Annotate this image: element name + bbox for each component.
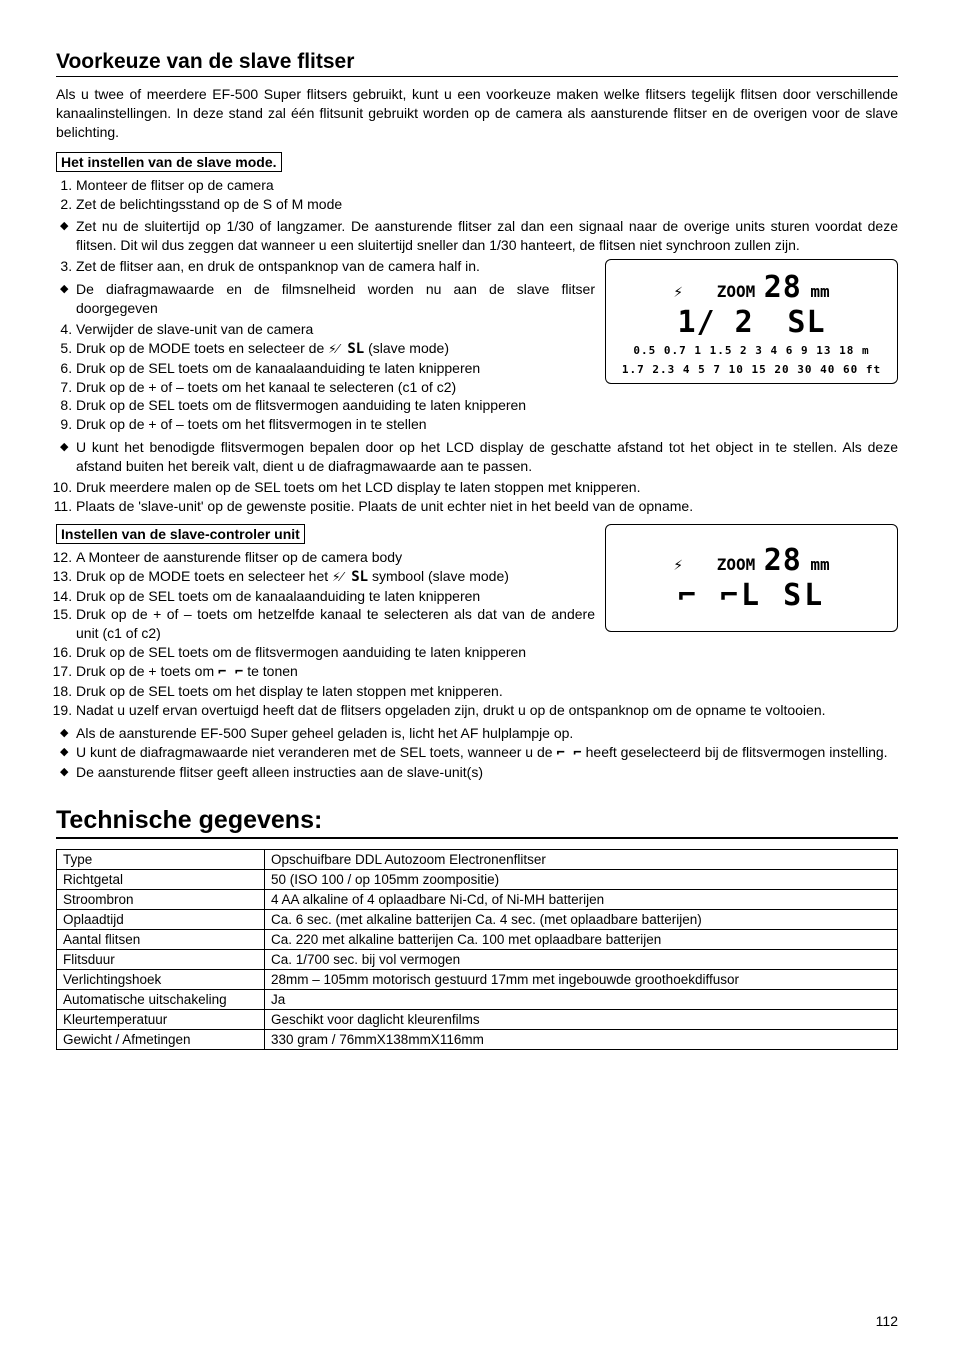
bullet-item: Als de aansturende EF-500 Super geheel g… xyxy=(76,724,898,743)
spec-value: 4 AA alkaline of 4 oplaadbare Ni-Cd, of … xyxy=(265,889,898,909)
ctl-icon: ⌐ ⌐ xyxy=(218,663,243,682)
spec-value: 50 (ISO 100 / op 105mm zoompositie) xyxy=(265,869,898,889)
table-row: TypeOpschuifbare DDL Autozoom Electronen… xyxy=(57,849,898,869)
spec-label: Aantal flitsen xyxy=(57,929,265,949)
table-row: OplaadtijdCa. 6 sec. (met alkaline batte… xyxy=(57,909,898,929)
bullet-list-b: De diafragmawaarde en de filmsnelheid wo… xyxy=(56,280,898,318)
spec-value: Geschikt voor daglicht kleurenfilms xyxy=(265,1009,898,1029)
ctl-icon: ⌐ ⌐ xyxy=(556,744,581,763)
document-page: Voorkeuze van de slave flitser Als u twe… xyxy=(0,0,954,1351)
table-row: Verlichtingshoek28mm – 105mm motorisch g… xyxy=(57,969,898,989)
step-item: Nadat u uzelf ervan overtuigd heeft dat … xyxy=(76,701,898,720)
steps-list-a: Monteer de flitser op de camera Zet de b… xyxy=(56,176,898,214)
table-row: Stroombron4 AA alkaline of 4 oplaadbare … xyxy=(57,889,898,909)
spec-label: Verlichtingshoek xyxy=(57,969,265,989)
step-item: Zet de belichtingsstand op de S of M mod… xyxy=(76,195,898,214)
step-item: Monteer de flitser op de camera xyxy=(76,176,898,195)
bullet-item: U kunt het benodigde flitsvermogen bepal… xyxy=(76,438,898,476)
step-item: Druk op de SEL toets om de flitsvermogen… xyxy=(76,396,898,415)
bullet-item: U kunt de diafragmawaarde niet verandere… xyxy=(76,743,898,763)
spec-label: Richtgetal xyxy=(57,869,265,889)
table-row: KleurtemperatuurGeschikt voor daglicht k… xyxy=(57,1009,898,1029)
flash-icon: ⚡ xyxy=(673,555,683,574)
ctl-sl-line: ⌐ ⌐L SL xyxy=(614,578,889,613)
boxed-heading-slave-mode: Het instellen van de slave mode. xyxy=(56,152,282,172)
step-text: Druk op de MODE toets en selecteer de xyxy=(76,340,328,356)
section-title-specs: Technische gegevens: xyxy=(56,806,898,839)
table-row: FlitsduurCa. 1/700 sec. bij vol vermogen xyxy=(57,949,898,969)
spec-label: Automatische uitschakeling xyxy=(57,989,265,1009)
bullet-list-a: Zet nu de sluitertijd op 1/30 of langzam… xyxy=(56,217,898,255)
spec-label: Oplaadtijd xyxy=(57,909,265,929)
step-text: Druk op de + toets om xyxy=(76,663,218,679)
bullet-item: Zet nu de sluitertijd op 1/30 of langzam… xyxy=(76,217,898,255)
spec-value: 28mm – 105mm motorisch gestuurd 17mm met… xyxy=(265,969,898,989)
step-text: (slave mode) xyxy=(364,340,449,356)
zoom-value: 28 xyxy=(764,543,802,578)
steps-list-d: Druk meerdere malen op de SEL toets om h… xyxy=(56,478,898,516)
spec-label: Gewicht / Afmetingen xyxy=(57,1029,265,1049)
page-number: 112 xyxy=(876,1313,898,1329)
spec-label: Kleurtemperatuur xyxy=(57,1009,265,1029)
spec-value: Ca. 220 met alkaline batterijen Ca. 100 … xyxy=(265,929,898,949)
spec-value: Ca. 1/700 sec. bij vol vermogen xyxy=(265,949,898,969)
step-item: Druk meerdere malen op de SEL toets om h… xyxy=(76,478,898,497)
lcd-display-2: ⚡ ZOOM 28 mm ⌐ ⌐L SL xyxy=(605,524,898,632)
section-title-slave: Voorkeuze van de slave flitser xyxy=(56,50,898,77)
step-item: Plaats de 'slave-unit' op de gewenste po… xyxy=(76,497,898,516)
zoom-unit: mm xyxy=(810,555,829,574)
slave-mode-icon: ⚡⁄ SL xyxy=(332,568,368,587)
step-text: symbool (slave mode) xyxy=(368,568,509,584)
table-row: Automatische uitschakelingJa xyxy=(57,989,898,1009)
table-row: Richtgetal50 (ISO 100 / op 105mm zoompos… xyxy=(57,869,898,889)
spec-value: 330 gram / 76mmX138mmX116mm xyxy=(265,1029,898,1049)
spec-label: Type xyxy=(57,849,265,869)
lcd-display-1: ⚡ ZOOM 28 mm 1/ 2 SL 0.5 0.7 1 1.5 2 3 4… xyxy=(605,259,898,384)
step-item: Druk op de + of – toets om het flitsverm… xyxy=(76,415,898,434)
bullet-item: De diafragmawaarde en de filmsnelheid wo… xyxy=(76,280,898,318)
step-item: Druk op de + toets om ⌐ ⌐ te tonen xyxy=(76,662,898,682)
spec-value: Ca. 6 sec. (met alkaline batterijen Ca. … xyxy=(265,909,898,929)
step-text: te tonen xyxy=(243,663,298,679)
bullet-list-d: Als de aansturende EF-500 Super geheel g… xyxy=(56,724,898,782)
bullet-item: De aansturende flitser geeft alleen inst… xyxy=(76,763,898,782)
bullet-text: U kunt de diafragmawaarde niet verandere… xyxy=(76,744,556,760)
distance-scale-m: 0.5 0.7 1 1.5 2 3 4 6 9 13 18 m xyxy=(614,344,889,358)
boxed-heading-controller: Instellen van de slave-controler unit xyxy=(56,524,305,544)
specs-table: TypeOpschuifbare DDL Autozoom Electronen… xyxy=(56,849,898,1050)
step-text: Druk op de MODE toets en selecteer het xyxy=(76,568,332,584)
zoom-label: ZOOM xyxy=(717,555,756,574)
step-item: Druk op de SEL toets om de flitsvermogen… xyxy=(76,643,898,662)
bullet-text: heeft geselecteerd bij de flitsvermogen … xyxy=(582,744,888,760)
bullet-list-c: U kunt het benodigde flitsvermogen bepal… xyxy=(56,438,898,476)
spec-value: Ja xyxy=(265,989,898,1009)
spec-value: Opschuifbare DDL Autozoom Electronenflit… xyxy=(265,849,898,869)
spec-label: Flitsduur xyxy=(57,949,265,969)
table-row: Aantal flitsenCa. 220 met alkaline batte… xyxy=(57,929,898,949)
table-row: Gewicht / Afmetingen330 gram / 76mmX138m… xyxy=(57,1029,898,1049)
slave-mode-icon: ⚡⁄ SL xyxy=(328,340,364,359)
intro-paragraph: Als u twee of meerdere EF-500 Super flit… xyxy=(56,85,898,142)
distance-scale-ft: 1.7 2.3 4 5 7 10 15 20 30 40 60 ft xyxy=(614,363,889,377)
spec-label: Stroombron xyxy=(57,889,265,909)
step-item: Druk op de SEL toets om het display te l… xyxy=(76,682,898,701)
